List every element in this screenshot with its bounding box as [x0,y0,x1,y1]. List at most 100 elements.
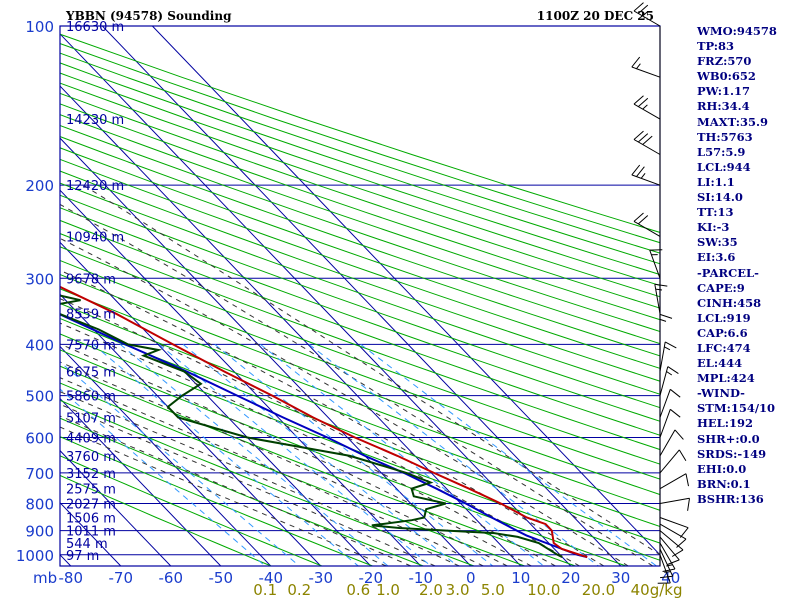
mixing-ratio-line [60,361,300,566]
index-item: SI:14.0 [697,190,743,205]
wind-barb [659,366,679,396]
mixing-ratio-line [308,344,599,566]
index-item: LI:1.1 [697,174,735,189]
dry-adiabat [60,52,660,254]
index-item: BSHR:136 [697,491,764,506]
wind-barb [659,429,684,457]
dry-adiabat [60,455,323,566]
isotherm-0 [60,137,472,566]
dry-adiabat [60,474,272,566]
isotherm-m20 [60,241,372,566]
pressure-label-900: 900 [25,523,54,541]
wind-barb [633,212,661,237]
pressure-unit-label: mb [33,569,57,587]
index-item: LCL:919 [697,310,751,325]
index-item: SHR+:0.0 [697,431,760,446]
index-item: WMO:94578 [697,24,777,38]
mixing-ratio-label: 0.2 [287,581,311,599]
height-label: 2027 m [66,498,116,513]
index-item: WB0:652 [697,69,756,84]
height-label: 1506 m [66,511,116,526]
index-item: MPL:424 [697,371,755,386]
wind-barb [633,95,661,120]
dry-adiabat [60,219,660,436]
isotherm-20 [60,33,572,566]
height-label: 9678 m [66,272,116,287]
pressure-label-300: 300 [25,270,54,288]
temperature-tick-label: -80 [59,569,84,587]
sounding-title: YBBN (94578) Sounding [65,9,232,23]
wind-barb [659,408,681,438]
wind-barb [654,283,668,314]
pressure-label-400: 400 [25,336,54,354]
mixing-ratio-line [92,344,359,566]
wind-barb [659,388,681,418]
mixing-ratio-line [158,344,432,566]
moist-adiabat [83,184,660,556]
sounding-time: 1100Z 20 DEC 25 [537,9,654,23]
index-item: TH:5763 [697,129,753,144]
pressure-label-1000: 1000 [16,547,54,565]
wind-barb [631,56,661,78]
wind-barb [659,449,687,474]
temperature-tick-label: 0 [466,569,476,587]
isotherm-m60 [60,449,172,566]
pressure-label-700: 700 [25,465,54,483]
isotherm-30 [101,26,622,566]
moist-adiabat [60,415,411,566]
height-label: 5107 m [66,412,116,427]
temperature-trace [60,285,588,559]
height-label: 7570 m [66,338,116,353]
dry-adiabat [60,436,373,566]
parcel-trace [60,313,588,559]
mixing-ratio-line [119,344,389,566]
temperature-tick-label: 40 [661,569,680,587]
mixing-ratio-label: 0.6 [346,581,370,599]
index-item: TP:83 [697,39,735,54]
dry-adiabat [60,417,424,566]
wind-barb [659,497,690,511]
temperature-tick-label: -50 [209,569,234,587]
temperature-tick-label: -60 [159,569,184,587]
pressure-label-100: 100 [25,18,54,36]
temperature-tick-label: 10 [511,569,530,587]
dry-adiabat [60,158,660,369]
dry-adiabat [60,182,660,395]
dry-adiabat [60,194,660,409]
dry-adiabat [60,288,660,511]
temperature-tick-label: -70 [109,569,134,587]
index-item: CAP:6.6 [697,325,748,340]
dry-adiabat [60,82,660,287]
pressure-label-200: 200 [25,177,54,195]
wind-barb [659,473,689,490]
pressure-label-800: 800 [25,496,54,514]
index-item: LFC:474 [697,340,751,355]
height-label: 1011 m [66,525,116,540]
index-item: LCL:944 [697,159,751,174]
mixing-ratio-label: 20.0 [582,581,615,599]
height-label: 12420 m [66,179,124,194]
index-item: HEL:192 [697,416,753,431]
height-label: 544 m [66,537,108,552]
dewpoint-trace [60,294,563,558]
height-label: 6675 m [66,365,116,380]
height-label: 5860 m [66,390,116,405]
index-item: CAPE:9 [697,280,745,295]
index-item: L57:5.9 [697,144,746,159]
dry-adiabat [60,136,660,345]
dry-adiabat [60,246,660,465]
index-item: -PARCEL- [697,265,759,280]
dry-adiabat [60,333,660,561]
dry-adiabats [60,33,660,566]
mixing-ratio-label: 10.0 [527,581,560,599]
indices-panel: WMO:94578 TP:83 FRZ:570 WB0:652 PW:1.17 RH:34… [697,24,777,507]
mixing-ratio-label: 3.0 [446,581,470,599]
index-item: PW:1.17 [697,84,751,99]
temperature-tick-label: -10 [409,569,434,587]
pressure-label-500: 500 [25,388,54,406]
dry-adiabat [60,259,660,480]
wind-barbs [631,2,690,584]
dry-adiabat [60,399,475,566]
height-label: 97 m [66,549,99,564]
dry-adiabat [60,233,660,451]
